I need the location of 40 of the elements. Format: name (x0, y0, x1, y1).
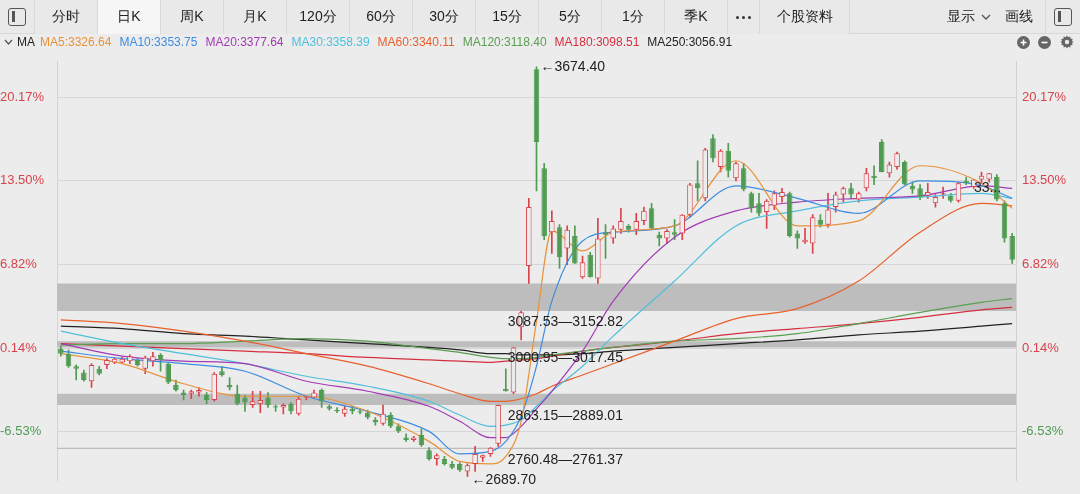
text: MA10:3353.75 (119, 35, 198, 49)
y2-tick-label: 20.17% (1022, 88, 1067, 104)
text: 5分 (559, 8, 581, 26)
text: MA60:3340.11 (377, 35, 455, 49)
y-tick-label: 20.17% (0, 88, 45, 104)
candlestick (257, 390, 264, 413)
text: 日K (117, 8, 141, 26)
y-tick-label: 0.14% (0, 339, 38, 355)
y-tick-label: 6.82% (0, 256, 38, 272)
y2-tick-label: 0.14% (1022, 339, 1060, 355)
text: MA250:3056.91 (647, 35, 733, 49)
text: 个股资料 (776, 8, 833, 26)
y2-tick-label: -6.53% (1022, 423, 1064, 439)
y-tick-label: -6.53% (0, 423, 42, 439)
text: 季K (684, 8, 708, 26)
text: 分时 (52, 8, 80, 26)
text: MA120:3118.40 (462, 35, 547, 49)
legend-title: MA (17, 35, 35, 49)
text: 画线 (1005, 7, 1033, 26)
line-series (60, 306, 1013, 364)
candlestick (73, 364, 79, 381)
text: 1分 (622, 8, 644, 26)
annotation: ←3674.40 (540, 57, 606, 74)
text: 月K (243, 8, 267, 26)
text: MA5:3326.64 (40, 35, 112, 49)
y2-tick-label: 13.50% (1022, 172, 1067, 188)
band-label: 2760.48—2761.37 (507, 450, 624, 467)
text: 60分 (366, 8, 396, 26)
text: 15分 (492, 8, 522, 26)
text: MA180:3098.51 (554, 35, 640, 49)
y-tick-label: 13.50% (0, 172, 45, 188)
text: 显示 (947, 7, 975, 26)
text: MA30:3358.39 (291, 35, 370, 49)
annotation: ←2689.70 (471, 471, 537, 488)
line-series (60, 297, 1013, 360)
y2-tick-label: 6.82% (1022, 256, 1060, 272)
text: MA20:3377.64 (205, 35, 284, 49)
text: 30分 (429, 8, 459, 26)
text: 周K (180, 8, 204, 26)
text: 120分 (299, 8, 337, 26)
